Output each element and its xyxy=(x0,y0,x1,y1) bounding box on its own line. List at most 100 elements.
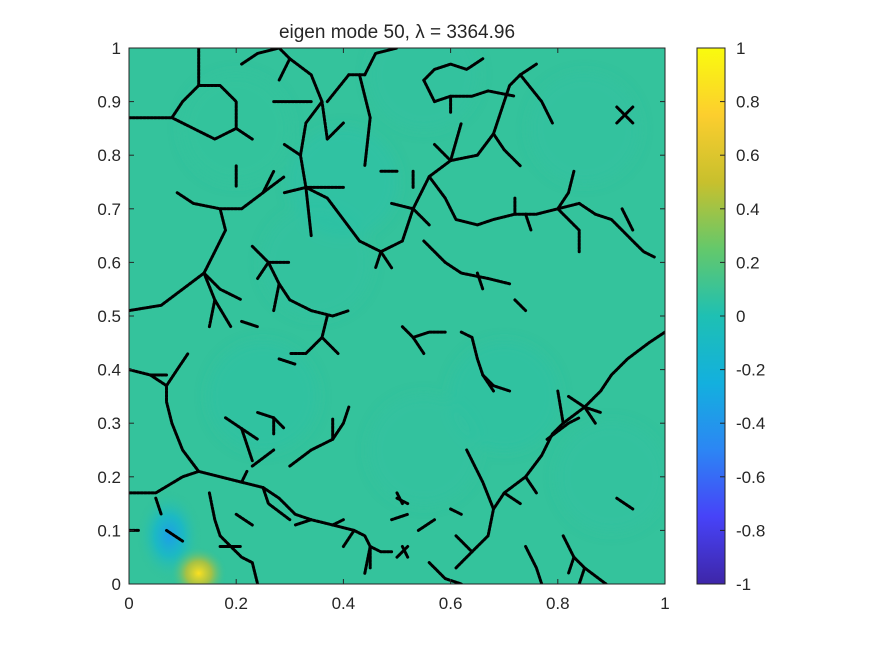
nodal-line xyxy=(218,175,286,211)
nodal-line xyxy=(481,373,495,393)
y-tick-label: 0.5 xyxy=(97,307,121,326)
nodal-line xyxy=(368,545,394,554)
nodal-line xyxy=(433,143,453,163)
heatmap-features xyxy=(137,490,227,584)
y-tick-label: 0.1 xyxy=(97,521,121,540)
nodal-line xyxy=(293,518,313,527)
nodal-line xyxy=(545,416,581,441)
nodal-line xyxy=(256,260,270,280)
nodal-line xyxy=(492,132,522,168)
x-tick-label: 0.8 xyxy=(546,594,570,613)
nodal-line xyxy=(567,394,587,409)
nodal-line xyxy=(459,330,512,393)
nodal-line xyxy=(379,250,394,270)
nodal-line xyxy=(524,545,544,584)
colorbar-tick-label: -1 xyxy=(736,575,751,594)
nodal-line xyxy=(277,357,297,366)
nodal-line xyxy=(465,448,495,511)
nodal-line xyxy=(331,518,345,527)
nodal-line xyxy=(561,534,608,584)
nodal-line xyxy=(583,405,603,414)
nodal-line xyxy=(475,73,522,157)
nodal-line xyxy=(374,250,383,270)
heatmap-texture-blob xyxy=(368,395,479,505)
nodal-line xyxy=(277,57,292,82)
colorbar-ticks: -1 -0.8 -0.6 -0.4 -0.2 0 0.2 0.4 0.6 0.8 1 xyxy=(720,39,765,594)
y-tick-label: 1 xyxy=(112,39,121,58)
nodal-line xyxy=(556,169,576,211)
nodal-line xyxy=(282,143,302,157)
nodal-line xyxy=(129,191,227,313)
nodal-line xyxy=(427,561,463,584)
x-tick-label: 0.6 xyxy=(439,594,463,613)
heatmap-texture-blob xyxy=(449,341,560,452)
nodal-line xyxy=(524,212,533,232)
nodal-line xyxy=(129,469,201,495)
heatmap-texture-blob xyxy=(208,341,318,452)
nodal-lines xyxy=(129,48,665,584)
nodal-line xyxy=(250,448,276,468)
nodal-line xyxy=(234,512,254,527)
nodal-line xyxy=(395,545,410,559)
nodal-line xyxy=(358,73,372,168)
nodal-line xyxy=(400,545,410,559)
nodal-line xyxy=(449,121,463,163)
y-tick-label: 0.7 xyxy=(97,200,121,219)
nodal-line xyxy=(513,298,528,313)
nodal-line xyxy=(272,282,281,313)
heatmap-texture xyxy=(181,48,665,532)
nodal-line xyxy=(234,126,254,141)
nodal-line xyxy=(422,57,485,82)
nodal-line xyxy=(129,368,372,570)
nodal-line xyxy=(556,207,581,254)
nodal-line xyxy=(240,427,254,463)
nodal-line xyxy=(363,545,372,575)
y-tick-label: 0.6 xyxy=(97,253,121,272)
x-axis: 0 0.2 0.4 0.6 0.8 1 xyxy=(124,48,670,613)
nodal-line xyxy=(416,518,436,532)
colorbar-tick-label: -0.4 xyxy=(736,414,765,433)
nodal-line xyxy=(282,185,308,195)
nodal-line xyxy=(363,48,399,77)
x-tick-label: 0.2 xyxy=(224,594,248,613)
y-tick-label: 0.8 xyxy=(97,146,121,165)
heatmap-texture-blob xyxy=(529,73,640,184)
colorbar-tick-label: -0.8 xyxy=(736,521,765,540)
colorbar-tick-label: 0.4 xyxy=(736,200,760,219)
colorbar-tick-label: 1 xyxy=(736,39,745,58)
colorbar-tick-label: 0.2 xyxy=(736,253,760,272)
heatmap-texture-blob xyxy=(556,421,665,532)
colorbar-tick-label: -0.2 xyxy=(736,361,765,380)
colorbar-tick-label: 0.6 xyxy=(736,146,760,165)
nodal-line xyxy=(154,496,163,516)
y-tick-label: 0 xyxy=(112,575,121,594)
chart-title: eigen mode 50, λ = 3364.96 xyxy=(279,22,515,43)
nodal-line xyxy=(395,491,404,506)
heatmap-feature xyxy=(170,546,227,584)
colorbar-tick-label: 0.8 xyxy=(736,93,760,112)
heatmap-texture-blob xyxy=(288,127,399,237)
nodal-line xyxy=(202,271,244,302)
nodal-line xyxy=(320,335,340,355)
nodal-line xyxy=(449,507,463,516)
nodal-line xyxy=(475,271,485,291)
y-tick-label: 0.4 xyxy=(97,361,121,380)
nodal-line xyxy=(288,314,329,355)
nodal-line xyxy=(411,207,431,227)
nodal-line xyxy=(240,319,260,329)
nodal-line xyxy=(390,201,415,211)
nodal-line xyxy=(129,84,238,141)
y-tick-label: 0.3 xyxy=(97,414,121,433)
nodal-line xyxy=(325,73,351,104)
nodal-line xyxy=(304,185,313,238)
nodal-line xyxy=(615,105,635,125)
colorbar: -1 -0.8 -0.6 -0.4 -0.2 0 0.2 0.4 0.6 0.8 1 xyxy=(696,39,765,594)
nodal-line xyxy=(427,175,581,227)
y-axis: 0 0.1 0.2 0.3 0.4 0.5 0.6 0.7 0.8 0.9 1 xyxy=(97,39,665,594)
plot-area xyxy=(129,48,665,584)
nodal-line xyxy=(518,62,538,77)
nodal-line xyxy=(400,325,447,339)
nodal-line xyxy=(454,534,474,554)
